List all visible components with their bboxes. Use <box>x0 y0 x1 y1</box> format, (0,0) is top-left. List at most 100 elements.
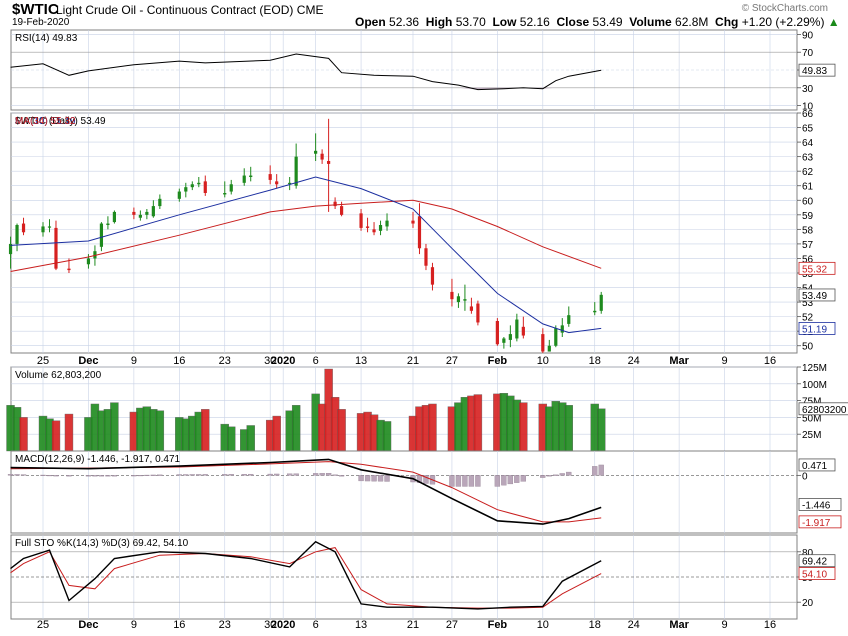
bottom-x-tick: 10 <box>537 619 549 631</box>
price-x-tick: 16 <box>764 355 776 367</box>
price-ytick: 52 <box>802 313 814 324</box>
macd-histogram-bar <box>157 474 163 476</box>
macd-value-tag-box <box>798 498 842 511</box>
price-bar-body <box>339 206 344 215</box>
macd-histogram-bar <box>241 474 247 476</box>
price-bar-body <box>106 223 110 225</box>
macd-ytick: 0 <box>802 471 808 482</box>
macd-histogram-bar <box>449 475 455 487</box>
price-legend-0: $WTIC (Daily) 53.49 <box>15 116 106 127</box>
macd-histogram-bar <box>377 475 384 482</box>
close-value: 53.49 <box>592 15 623 29</box>
price-bar-body <box>495 321 499 345</box>
macd-histogram-bar <box>267 473 273 476</box>
open-label: Open <box>355 15 386 29</box>
macd-histogram-bar <box>53 475 59 477</box>
macd-histogram-bar <box>566 471 572 476</box>
sto-value-tag: 54.10 <box>802 570 827 581</box>
price-bar-body <box>112 211 117 223</box>
price-x-tick: 9 <box>722 355 728 367</box>
volume-ytick: 125M <box>802 363 827 374</box>
macd-histogram-bar <box>98 475 105 477</box>
macd-histogram-bar <box>46 475 53 477</box>
ma10-line <box>10 176 602 334</box>
volume-bar <box>110 402 119 452</box>
price-x-tick: 18 <box>589 355 601 367</box>
price-bar-body <box>275 181 279 185</box>
price-bar-body <box>54 227 58 269</box>
macd-histogram-bar <box>468 475 475 487</box>
macd-histogram-bar <box>144 474 150 476</box>
price-ytick: 56 <box>802 254 814 265</box>
chart-header: $WTIC Light Crude Oil - Continuous Contr… <box>0 0 848 30</box>
price-bar-body <box>197 182 201 185</box>
price-bar-body <box>430 267 435 285</box>
macd-histogram-bar <box>338 475 345 477</box>
price-bar-body <box>47 226 52 228</box>
sto-ytick: 20 <box>802 598 814 609</box>
macd-histogram-bar <box>462 475 468 487</box>
price-bar-body <box>249 175 253 177</box>
macd-histogram-bar <box>598 464 604 476</box>
macd-histogram-bar <box>507 475 514 485</box>
macd-histogram-bar <box>423 475 429 484</box>
volume-bar <box>564 405 573 452</box>
sto-legend-0: Full STO %K(14,3) %D(3) 69.42, 54.10 <box>15 538 189 549</box>
macd-value-tag-box <box>798 515 842 529</box>
macd-value-tag: -1.446 <box>802 500 831 511</box>
price-bar-body <box>502 338 506 343</box>
macd-histogram-bar <box>40 474 46 476</box>
rsi-legend-0: RSI(14) 49.83 <box>15 33 78 44</box>
price-x-tick: 21 <box>407 355 419 367</box>
macd-histogram-bar <box>332 474 338 476</box>
bottom-x-tick: 21 <box>407 619 419 631</box>
price-bar-body <box>229 184 233 192</box>
macd-histogram-bar <box>312 473 319 476</box>
price-bar-body <box>456 296 461 303</box>
price-x-tick: 25 <box>37 355 49 367</box>
chg-value: +1.20 (+2.29%) <box>741 15 825 29</box>
close-label: Close <box>556 15 590 29</box>
brand-watermark[interactable]: © StockCharts.com <box>741 3 828 14</box>
low-label: Low <box>492 15 517 29</box>
price-x-tick: Mar <box>669 355 689 367</box>
macd-histogram-bar <box>202 474 208 476</box>
price-bar-body <box>547 345 551 352</box>
rsi-ytick: 90 <box>802 30 814 41</box>
bottom-x-tick: 6 <box>313 619 319 631</box>
volume-bar <box>201 409 210 452</box>
price-ytick: 66 <box>802 109 814 120</box>
price-bar-body <box>554 328 558 346</box>
price-bar-body <box>184 187 188 192</box>
sto-value-tag-box <box>798 554 836 568</box>
price-bar-body <box>314 150 318 154</box>
price-ytick: 65 <box>802 124 814 135</box>
bottom-x-tick: 23 <box>219 619 231 631</box>
price-bar-body <box>508 334 512 340</box>
price-bar-body <box>541 334 545 352</box>
macd-histogram-bar <box>228 474 234 476</box>
volume-bar <box>272 415 281 452</box>
exchange-label: CME <box>296 3 324 17</box>
rsi-oversold-fill <box>10 87 602 90</box>
price-bar-body <box>132 211 136 215</box>
price-bar-body <box>463 299 467 301</box>
volume-ytick: 75M <box>802 397 821 408</box>
price-ytick: 63 <box>802 153 814 164</box>
symbol-label[interactable]: $WTIC <box>12 1 59 18</box>
volume-value-tag: 62803200 <box>802 405 847 416</box>
macd-value-tag-box <box>798 458 836 472</box>
volume-bar <box>597 408 606 452</box>
volume-bar <box>19 417 28 452</box>
price-bar-body <box>567 315 571 324</box>
price-bar-body <box>67 268 71 271</box>
bottom-x-tick: 25 <box>37 619 49 631</box>
price-bar-body <box>41 226 45 233</box>
rsi-value-tag: 49.83 <box>802 66 827 77</box>
price-bar-body <box>86 258 91 265</box>
price-bar-body <box>327 161 331 164</box>
high-value: 53.70 <box>455 15 486 29</box>
macd-panel <box>10 450 798 534</box>
